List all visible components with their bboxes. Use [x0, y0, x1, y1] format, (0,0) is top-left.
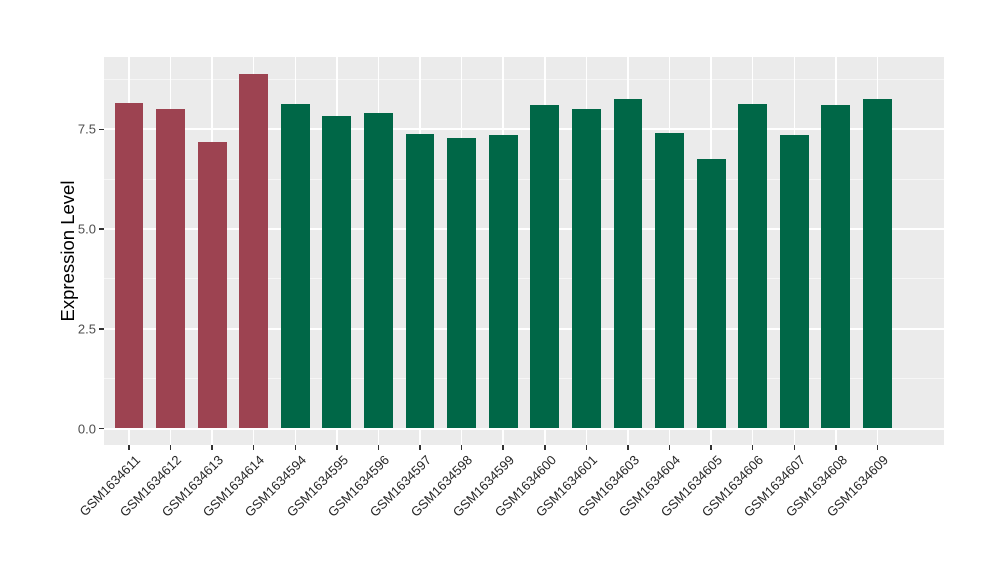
bar-GSM1634612 — [156, 109, 185, 429]
x-tick — [876, 445, 879, 450]
y-tick-label: 5.0 — [77, 221, 96, 237]
gridline-major — [104, 128, 944, 131]
x-tick — [751, 445, 754, 450]
x-tick — [336, 445, 338, 450]
bar-GSM1634611 — [114, 103, 144, 429]
gridline-minor — [104, 378, 944, 380]
bar-GSM1634594 — [280, 103, 310, 429]
x-tick — [377, 445, 380, 450]
x-tick — [211, 445, 213, 450]
bar-GSM1634608 — [821, 104, 851, 429]
x-tick — [460, 445, 463, 450]
plot-panel — [104, 57, 944, 445]
y-tick-label: 7.5 — [77, 121, 96, 137]
gridline-minor — [104, 78, 944, 80]
bar-GSM1634603 — [613, 99, 643, 429]
x-tick — [169, 445, 172, 450]
x-tick — [710, 445, 712, 450]
bar-GSM1634609 — [863, 99, 892, 429]
gridline-major — [104, 327, 944, 330]
bar-GSM1634598 — [447, 138, 477, 429]
bar-GSM1634607 — [779, 134, 809, 429]
bar-GSM1634595 — [322, 116, 352, 429]
x-tick — [294, 445, 297, 450]
x-tick — [627, 445, 629, 450]
x-tick — [793, 445, 796, 450]
x-tick — [502, 445, 504, 450]
bar-GSM1634600 — [530, 104, 560, 429]
bar-GSM1634606 — [738, 104, 768, 429]
y-tick — [99, 128, 104, 131]
y-tick — [99, 328, 104, 330]
gridline-minor — [104, 178, 944, 180]
y-tick-label: 0.0 — [77, 421, 96, 436]
y-tick — [99, 228, 104, 230]
bar-GSM1634604 — [655, 133, 684, 429]
x-tick — [585, 445, 588, 450]
bar-GSM1634605 — [696, 159, 726, 429]
bar-GSM1634601 — [571, 108, 601, 429]
gridline-major — [104, 228, 944, 231]
x-tick — [544, 445, 546, 450]
y-tick — [99, 427, 104, 430]
x-tick — [252, 445, 255, 450]
x-tick — [128, 445, 130, 450]
bar-GSM1634596 — [364, 112, 393, 429]
bar-GSM1634599 — [488, 134, 518, 429]
x-tick — [835, 445, 837, 450]
bar-GSM1634597 — [405, 134, 435, 429]
bar-GSM1634613 — [197, 142, 227, 429]
bar-GSM1634614 — [239, 73, 269, 429]
gridline-minor — [104, 278, 944, 280]
y-axis-title: Expression Level — [57, 180, 78, 322]
y-tick-label: 2.5 — [77, 321, 96, 337]
gridline-major — [104, 427, 944, 430]
x-tick — [419, 445, 421, 450]
x-tick — [668, 445, 671, 450]
